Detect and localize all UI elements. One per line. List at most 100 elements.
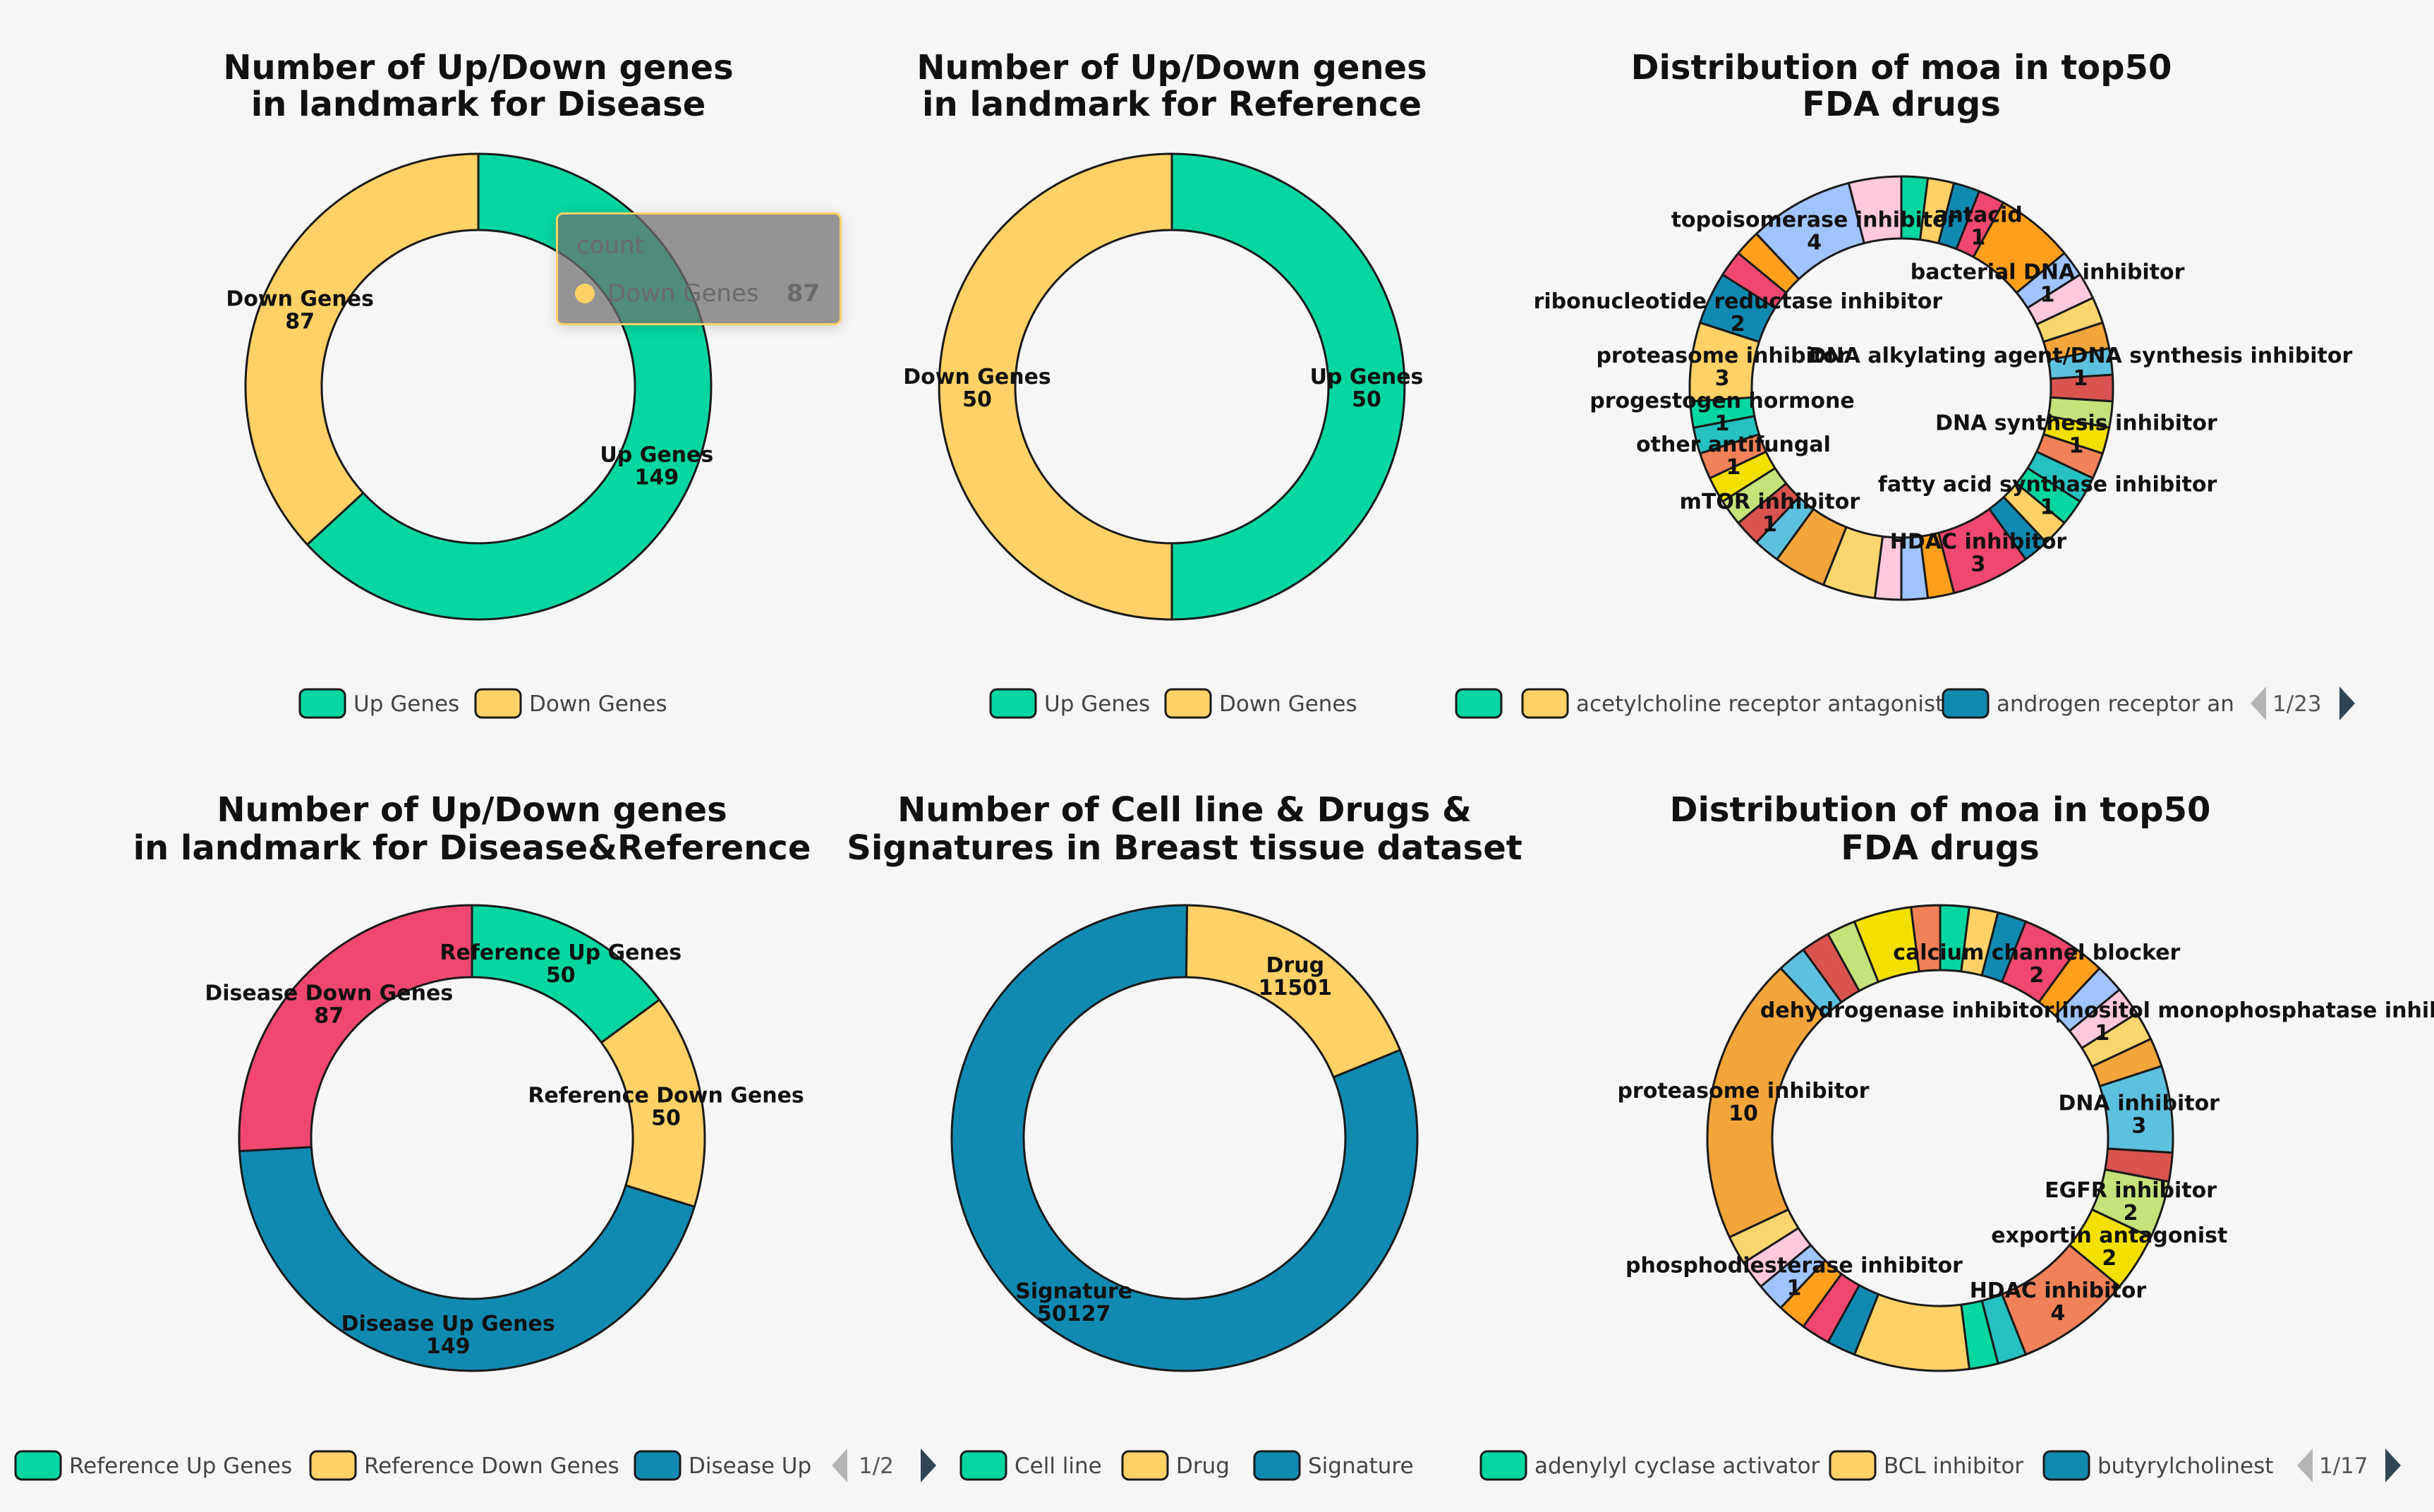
legend: adenylyl cyclase activator BCL inhibitor b…	[1479, 1449, 2401, 1482]
pie-slice[interactable]	[238, 904, 473, 1152]
chart-title-line: in landmark for Reference	[922, 85, 1422, 124]
legend-item[interactable]: Reference Up Genes	[14, 1450, 292, 1481]
slice-label: HDAC inhibitor 3	[1890, 530, 2067, 577]
slice-label-name: Reference Up Genes	[440, 941, 682, 965]
legend-prev-arrow-icon[interactable]	[2251, 687, 2266, 720]
legend-item[interactable]: butyrylcholinest	[2042, 1450, 2273, 1481]
slice-label-value: 4	[2050, 1301, 2065, 1326]
legend-item[interactable]: Drug	[1121, 1450, 1230, 1481]
tooltip-series-name: Down Genes	[607, 279, 759, 308]
chart-title: Number of Up/Down genes in landmark for D…	[133, 790, 811, 868]
legend-swatch	[1942, 688, 1990, 719]
legend-item[interactable]: Down Genes	[1164, 688, 1357, 719]
slice-label: Reference Down Genes 50	[528, 1083, 804, 1130]
slice-label-value: 2	[2102, 1246, 2117, 1271]
slice-label: proteasome inhibitor 3	[1596, 344, 1848, 391]
pie-labels: Up Genes 149 Down Genes 87	[226, 286, 713, 490]
legend-swatch	[1455, 688, 1503, 719]
legend-label: Up Genes	[1044, 691, 1150, 717]
slice-label-value: 2	[2124, 1201, 2138, 1226]
legend-item[interactable]: Down Genes	[474, 688, 667, 719]
pie-slice[interactable]	[238, 1146, 696, 1372]
slice-label-value: 3	[1971, 552, 1986, 577]
slice-label: phosphodiesterase inhibitor 1	[1625, 1253, 1963, 1300]
legend-label: Signature	[1308, 1453, 1414, 1479]
slice-label: exportin antagonist 2	[1991, 1223, 2227, 1271]
slice-label: dehydrogenase inhibitor|inositol monopho…	[1760, 998, 2434, 1046]
slice-label: calcium channel blocker 2	[1893, 941, 2180, 988]
pie-slices	[938, 152, 1406, 621]
legend-item[interactable]: adenylyl cyclase activator	[1479, 1450, 1820, 1481]
legend-label: Up Genes	[353, 691, 459, 717]
pie-slice[interactable]	[1847, 175, 1903, 245]
pie-slice[interactable]	[1910, 904, 1942, 973]
slice-label-name: DNA alkylating agent/DNA synthesis inhib…	[1809, 344, 2353, 368]
legend-page-indicator: 1/23	[2272, 691, 2322, 717]
slice-label-name: proteasome inhibitor	[1617, 1079, 1869, 1103]
chart-title-line: FDA drugs	[1841, 828, 2040, 868]
legend-next-arrow-icon[interactable]	[2385, 1449, 2401, 1482]
legend-item[interactable]: Up Genes	[989, 688, 1150, 719]
legend-label: Down Genes	[529, 691, 667, 717]
pie-slice[interactable]	[1170, 152, 1406, 621]
legend-item[interactable]: androgen receptor an	[1942, 688, 2234, 719]
legend-item[interactable]: Signature	[1253, 1450, 1414, 1481]
slice-label-value: 87	[314, 1003, 344, 1028]
slice-label-name: fatty acid synthase inhibitor	[1878, 472, 2217, 497]
legend-label: androgen receptor an	[1997, 691, 2234, 717]
legend-item[interactable]: BCL inhibitor	[1829, 1450, 2023, 1481]
slice-label-name: EGFR inhibitor	[2045, 1178, 2217, 1203]
slice-label: Signature 50127	[1015, 1279, 1132, 1326]
slice-label-value: 10	[1728, 1101, 1758, 1126]
legend-item[interactable]: Cell line	[959, 1450, 1102, 1481]
legend-item[interactable]: Up Genes	[298, 688, 459, 719]
legend-item[interactable]: Disease Up	[634, 1450, 811, 1481]
pie-slice[interactable]	[938, 152, 1173, 621]
legend-prev-arrow-icon[interactable]	[2297, 1449, 2313, 1482]
slice-label: DNA synthesis inhibitor 1	[1935, 411, 2217, 459]
slice-label-value: 1	[1715, 411, 1730, 436]
legend-label: Reference Up Genes	[69, 1453, 292, 1479]
chart-reference: Number of Up/Down genes in landmark for R…	[903, 48, 1427, 719]
slice-label: other antifungal 1	[1636, 433, 1831, 480]
slice-label-name: bacterial DNA inhibitor	[1911, 260, 2185, 285]
legend-next-arrow-icon[interactable]	[2339, 687, 2355, 720]
pie-slices	[1706, 904, 2174, 1372]
slice-label-name: progestogen hormone	[1590, 389, 1854, 413]
chart-title-line: Number of Cell line & Drugs &	[897, 790, 1472, 830]
slice-label-name: other antifungal	[1636, 433, 1831, 457]
chart-title-line: in landmark for Disease	[251, 85, 706, 124]
legend-item[interactable]: Reference Down Genes	[309, 1450, 619, 1481]
chart-title: Number of Up/Down genes in landmark for R…	[916, 48, 1427, 124]
legend-item[interactable]: acetylcholine receptor antagonist	[1521, 688, 1944, 719]
slice-label-value: 2	[1731, 312, 1745, 337]
slice-label-value: 11501	[1259, 976, 1332, 1000]
slice-label-value: 1	[2073, 366, 2088, 391]
pie-labels: calcium channel blocker 2 dehydrogenase in…	[1617, 941, 2434, 1326]
legend-item[interactable]	[1455, 688, 1503, 719]
slice-label-name: ribonucleotide reductase inhibitor	[1534, 289, 1943, 314]
slice-label-name: topoisomerase inhibitor	[1671, 208, 1958, 233]
legend-next-arrow-icon[interactable]	[921, 1449, 936, 1482]
legend-swatch	[1253, 1450, 1301, 1481]
slice-label-value: 50127	[1037, 1302, 1110, 1326]
slice-label: Disease Down Genes 87	[205, 981, 453, 1028]
legend-page-indicator: 1/2	[859, 1453, 894, 1479]
slice-label-name: Disease Down Genes	[205, 981, 453, 1005]
legend-label: adenylyl cyclase activator	[1534, 1453, 1820, 1479]
slice-label-value: 4	[1807, 231, 1822, 255]
legend-swatch	[2042, 1450, 2090, 1481]
chart-title-line: Signatures in Breast tissue dataset	[847, 828, 1522, 868]
pie-slice[interactable]	[244, 152, 480, 546]
slice-label-value: 1	[2040, 495, 2055, 519]
slice-label-name: dehydrogenase inhibitor|inositol monopho…	[1760, 998, 2434, 1023]
slice-label-name: exportin antagonist	[1991, 1223, 2227, 1248]
chart-title-line: Number of Up/Down genes	[223, 48, 733, 87]
slice-label: Up Genes 50	[1310, 365, 1424, 412]
legend: Up Genes Down Genes	[298, 688, 667, 719]
chart-disease: Number of Up/Down genes in landmark for D…	[223, 48, 734, 719]
pie-slice[interactable]	[950, 904, 1419, 1372]
legend-label: acetylcholine receptor antagonist	[1576, 691, 1944, 717]
legend-prev-arrow-icon[interactable]	[832, 1449, 847, 1482]
